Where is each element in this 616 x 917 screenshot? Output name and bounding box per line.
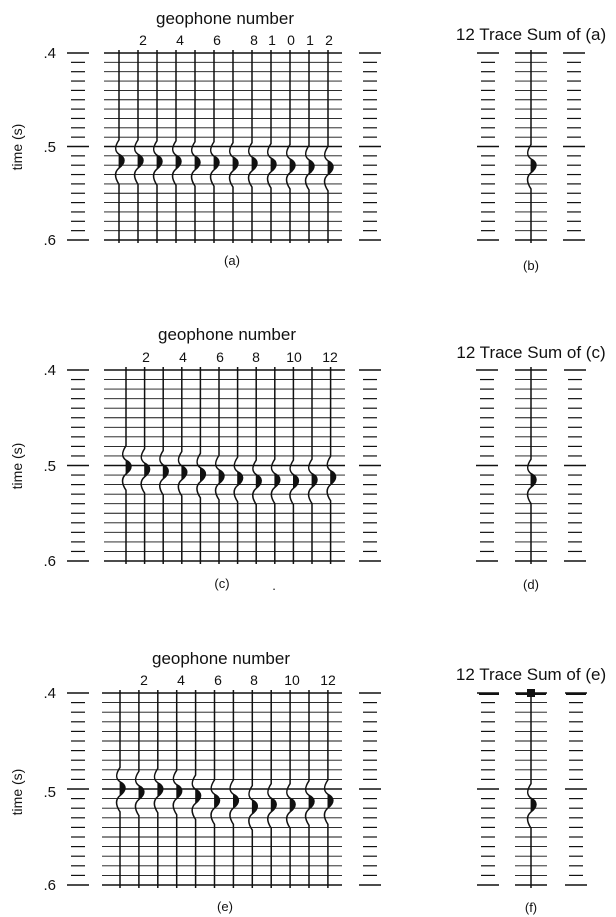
trace-wavelet-fill [194, 155, 201, 171]
summed-trace-wavelet-fill [530, 158, 537, 174]
trace-wavelet-fill [289, 797, 296, 813]
gather-e-geophone-label: 4 [177, 672, 185, 688]
gather-a-plot [67, 50, 585, 243]
gather-a-geophone-label: 1 [306, 32, 314, 48]
trace-wavelet-fill [195, 788, 201, 805]
gather-e-geophone-label: 12 [320, 672, 336, 688]
sum-b-caption: (b) [523, 258, 539, 273]
panel-a: geophone number 2 4 6 8 1 0 1 2 .4 .5 .6… [9, 9, 606, 273]
trace-wavelet-fill [270, 797, 277, 813]
gather-a-ytick: .6 [43, 232, 56, 249]
gather-e-ytick: .4 [43, 685, 56, 702]
gather-e-caption: (e) [217, 899, 233, 914]
gather-c-caption-dot: . [272, 578, 276, 593]
sum-f-caption: (f) [525, 900, 537, 915]
sum-d-caption: (d) [523, 577, 539, 592]
gather-e-geophone-label: 10 [284, 672, 300, 688]
trace-wavelet-fill [176, 784, 183, 800]
sum-d-title: 12 Trace Sum of (c) [456, 343, 605, 362]
trace-wavelet-fill [293, 473, 299, 490]
gather-c-geophone-label: 10 [286, 349, 302, 365]
trace-wavelet-fill [327, 793, 334, 809]
gather-c-ytick: .4 [43, 362, 56, 379]
trace-wavelet-fill [308, 159, 315, 175]
gather-a-caption: (a) [224, 253, 240, 268]
trace-wavelet-fill [251, 156, 258, 172]
summed-trace-wavelet-fill [530, 797, 537, 813]
trace-wavelet-fill [330, 470, 336, 486]
gather-a-ytick: .4 [43, 45, 56, 62]
gather-e-geophone-label: 8 [250, 672, 258, 688]
sum-f-top-mark-block [527, 689, 535, 697]
trace-wavelet-fill [200, 467, 206, 483]
gather-e-ytick: .5 [43, 784, 56, 801]
gather-a-geophone-label: 6 [213, 32, 221, 48]
gather-a-ytick: .5 [43, 139, 56, 156]
gather-c-ylabel: time (s) [9, 443, 25, 490]
gather-e-geophone-label: 6 [214, 672, 222, 688]
gather-e-geophone-labels: 2 4 6 8 10 12 [140, 672, 336, 688]
trace-wavelet-fill [218, 469, 225, 485]
gather-a-title: geophone number [156, 9, 294, 28]
gather-a-geophone-label: 2 [325, 32, 333, 48]
trace-wavelet-fill [175, 154, 182, 170]
gather-c-ytick: .5 [43, 458, 56, 475]
trace-wavelet-fill [251, 799, 258, 815]
panel-e: geophone number 2 4 6 8 10 12 .4 .5 .6 t… [9, 649, 606, 915]
gather-a-geophone-label: 8 [250, 32, 258, 48]
trace-wavelet-fill [144, 462, 150, 478]
trace-wavelet-fill [138, 785, 145, 801]
trace-wavelet-fill [137, 153, 144, 169]
trace-wavelet-fill [311, 472, 318, 489]
gather-c-geophone-label: 12 [322, 349, 338, 365]
trace-wavelet-fill [213, 155, 220, 171]
trace-wavelet-fill [214, 793, 220, 809]
trace-wavelet-fill [118, 153, 125, 169]
gather-c-geophone-label: 8 [252, 349, 260, 365]
trace-wavelet-fill [232, 156, 239, 172]
sum-f-title: 12 Trace Sum of (e) [456, 665, 606, 684]
gather-a-geophone-label: 2 [139, 32, 147, 48]
gather-c-plot [67, 367, 586, 564]
trace-wavelet-fill [157, 782, 164, 798]
gather-c-caption: (c) [214, 576, 229, 591]
gather-a-ylabel: time (s) [9, 124, 25, 171]
summed-trace-wavelet-fill [530, 472, 537, 489]
gather-e-plot [67, 690, 587, 888]
panel-c: geophone number 2 4 6 8 10 12 .4 .5 .6 t… [9, 325, 606, 593]
gather-c-title: geophone number [158, 325, 296, 344]
trace-wavelet-fill [119, 781, 126, 797]
trace-wavelet-fill [125, 459, 132, 475]
gather-e-ylabel: time (s) [9, 769, 25, 816]
gather-a-geophone-labels: 2 4 6 8 1 0 1 2 [139, 32, 333, 48]
trace-wavelet-fill [233, 793, 239, 809]
gather-c-geophone-label: 4 [179, 349, 187, 365]
gather-a-geophone-label: 4 [176, 32, 184, 48]
sum-b-title: 12 Trace Sum of (a) [456, 25, 606, 44]
gather-c-ytick: .6 [43, 553, 56, 570]
gather-a-geophone-label: 0 [287, 32, 295, 48]
trace-wavelet-fill [162, 464, 169, 480]
trace-wavelet-fill [289, 158, 296, 174]
trace-wavelet-fill [274, 472, 281, 489]
trace-wavelet-fill [270, 157, 277, 173]
gather-c-geophone-labels: 2 4 6 8 10 12 [142, 349, 338, 365]
trace-wavelet-fill [237, 471, 243, 487]
trace-wavelet-fill [308, 794, 315, 810]
trace-wavelet-fill [327, 160, 334, 176]
gather-e-ytick: .6 [43, 877, 56, 894]
gather-c-geophone-label: 2 [142, 349, 150, 365]
gather-a-geophone-label: 1 [268, 32, 276, 48]
trace-wavelet-fill [255, 473, 262, 490]
gather-e-geophone-label: 2 [140, 672, 148, 688]
gather-c-geophone-label: 6 [216, 349, 224, 365]
trace-wavelet-fill [181, 465, 188, 481]
trace-wavelet-fill [156, 154, 163, 170]
gather-e-title: geophone number [152, 649, 290, 668]
